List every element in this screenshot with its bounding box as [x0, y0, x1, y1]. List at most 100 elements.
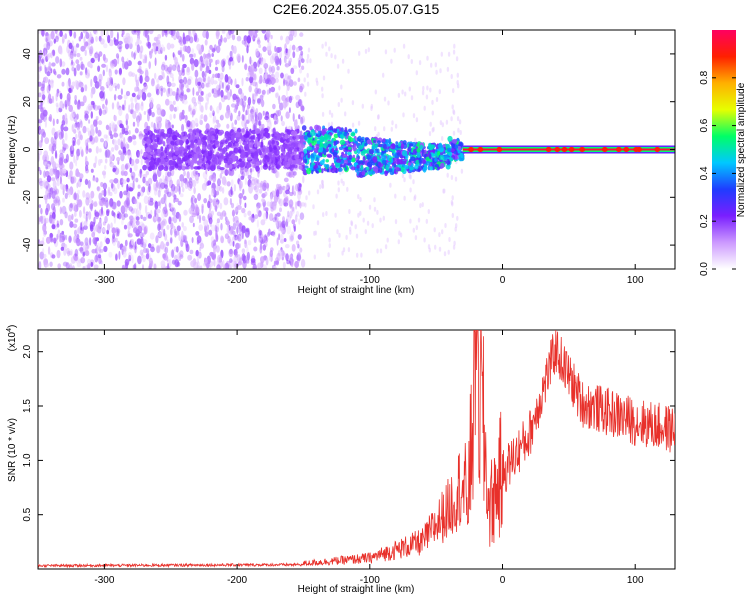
heatmap-band-cell [190, 165, 194, 170]
heatmap-noise-cell [113, 94, 117, 101]
heatmap-noise-cell [166, 171, 172, 177]
heatmap-band-cell [268, 140, 272, 146]
heatmap-noise-cell [295, 210, 300, 217]
heatmap-noise-cell [297, 125, 300, 130]
heatmap-noise-cell [253, 73, 257, 81]
heatmap-faint-cell [390, 58, 393, 64]
heatmap-faint-cell [451, 104, 454, 110]
heatmap-faint-cell [457, 127, 460, 133]
heatmap-noise-cell [56, 104, 60, 114]
heatmap-noise-cell [264, 110, 266, 117]
heatmap-noise-cell [100, 260, 103, 265]
heatmap-noise-cell [142, 247, 148, 253]
heatmap-noise-cell [254, 30, 258, 34]
heatmap-faint-cell [367, 47, 370, 53]
heatmap-noise-cell [182, 234, 187, 244]
heatmap-faint-cell [348, 209, 351, 214]
heatmap-faint-cell [430, 62, 433, 68]
heatmap-band-cell [373, 139, 376, 143]
heatmap-noise-cell [176, 179, 181, 188]
heatmap-noise-cell [275, 110, 279, 118]
heatmap-noise-cell [221, 187, 225, 194]
heatmap-noise-cell [44, 119, 47, 128]
heatmap-noise-cell [121, 212, 126, 221]
heatmap-noise-cell [115, 53, 120, 59]
y-tick-label: 1.5 [22, 399, 33, 413]
heatmap-noise-cell [48, 191, 53, 198]
heatmap-noise-cell [70, 45, 74, 54]
heatmap-noise-cell [250, 214, 255, 223]
heatmap-noise-cell [176, 106, 179, 111]
heatmap-noise-cell [238, 223, 242, 230]
heatmap-noise-cell [109, 198, 114, 207]
heatmap-band-cell [242, 141, 247, 146]
heatmap-noise-cell [157, 189, 161, 198]
heatmap-noise-cell [280, 227, 284, 234]
heatmap-noise-cell [193, 53, 196, 58]
heatmap-noise-cell [199, 265, 203, 269]
heatmap-band-cell [206, 143, 212, 150]
heatmap-band-cell [168, 159, 174, 166]
heatmap-noise-cell [99, 241, 103, 248]
heatmap-noise-cell [275, 58, 279, 66]
heatmap-noise-cell [113, 127, 117, 137]
heatmap-faint-cell [427, 209, 430, 214]
heatmap-noise-cell [279, 233, 284, 243]
heatmap-noise-cell [229, 56, 234, 62]
heatmap-noise-cell [85, 67, 88, 76]
heatmap-noise-cell [251, 31, 256, 40]
heatmap-noise-cell [233, 108, 237, 113]
heatmap-noise-cell [208, 175, 213, 182]
heatmap-band-cell [235, 142, 239, 147]
heatmap-noise-cell [82, 251, 86, 256]
heatmap-noise-cell [76, 182, 79, 189]
heatmap-noise-cell [133, 52, 136, 60]
heatmap-noise-cell [59, 206, 63, 215]
heatmap-noise-cell [264, 67, 267, 74]
heatmap-noise-cell [180, 181, 184, 188]
heatmap-band-cell [235, 136, 240, 143]
heatmap-noise-cell [134, 241, 137, 249]
heatmap-noise-cell [117, 44, 123, 50]
heatmap-noise-cell [193, 186, 196, 195]
heatmap-noise-cell [86, 141, 89, 151]
heatmap-band-cell [358, 138, 364, 143]
heatmap-noise-cell [73, 192, 77, 201]
heatmap-noise-cell [160, 182, 166, 190]
heatmap-noise-cell [271, 53, 276, 61]
heatmap-noise-cell [95, 116, 99, 121]
heatmap-faint-cell [443, 188, 446, 194]
heatmap-noise-cell [80, 222, 83, 231]
heatmap-noise-cell [94, 135, 99, 144]
heatmap-noise-cell [210, 174, 214, 180]
multiplier-exponent: 4 [6, 328, 13, 332]
heatmap-noise-cell [254, 185, 259, 193]
heatmap-noise-cell [92, 102, 96, 110]
heatmap-noise-cell [113, 215, 117, 224]
heatmap-noise-cell [69, 202, 74, 209]
y-tick-label: 0.5 [22, 507, 33, 521]
heatmap-noise-cell [164, 246, 169, 254]
heatmap-noise-cell [84, 178, 89, 185]
heatmap-band-cell [158, 149, 161, 154]
heatmap-noise-cell [154, 206, 158, 216]
heatmap-noise-cell [212, 119, 215, 125]
heatmap-noise-cell [46, 33, 49, 42]
heatmap-noise-cell [205, 82, 210, 88]
heatmap-band-cell [196, 166, 201, 170]
heatmap-noise-cell [71, 176, 77, 184]
heatmap-noise-cell [122, 251, 127, 258]
heatmap-band-cell [231, 163, 235, 169]
heatmap-band-cell [377, 143, 383, 148]
heatmap-faint-cell [328, 109, 332, 115]
heatmap-band-cell [202, 136, 207, 140]
heatmap-noise-cell [282, 261, 286, 269]
heatmap-noise-cell [132, 221, 136, 228]
heatmap-noise-cell [285, 253, 289, 262]
heatmap-band-cell [247, 162, 252, 168]
heatmap-noise-cell [275, 47, 278, 53]
heatmap-noise-cell [131, 92, 136, 98]
heatmap-noise-cell [241, 248, 246, 254]
